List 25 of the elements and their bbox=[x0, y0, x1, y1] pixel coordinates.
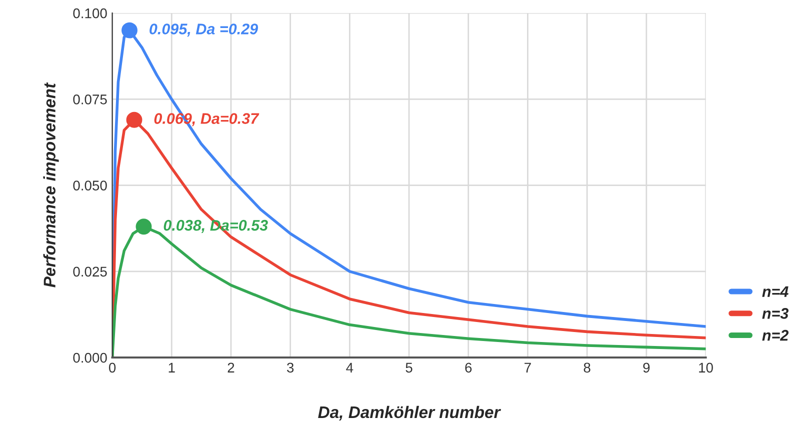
legend-label: n=2 bbox=[762, 330, 789, 341]
x-tick-label: 0 bbox=[108, 362, 116, 373]
point bbox=[126, 112, 142, 128]
x-tick-label: 7 bbox=[524, 362, 531, 372]
y-tick-label: 0.075 bbox=[73, 94, 107, 104]
legend-label: n=4 bbox=[762, 286, 788, 297]
x-tick-label: 2 bbox=[228, 362, 234, 372]
x-axis-title: Da, Damköhler number bbox=[318, 406, 502, 421]
x-tick-label: 1 bbox=[168, 362, 175, 372]
point bbox=[136, 218, 152, 235]
x-tick-label: 4 bbox=[346, 362, 354, 372]
y-tick-label: 0.100 bbox=[73, 8, 107, 18]
x-tick-label: 9 bbox=[643, 362, 650, 373]
y-tick-label: 0.025 bbox=[73, 266, 107, 277]
x-tick-label: 5 bbox=[406, 362, 412, 373]
x-tick-label: 6 bbox=[465, 362, 472, 373]
point bbox=[122, 22, 138, 38]
x-tick-label: 10 bbox=[699, 362, 713, 373]
annotation: 0.095, Da =0.29 bbox=[150, 24, 258, 37]
x-tick-label: 8 bbox=[584, 362, 590, 373]
legend-label: n=3 bbox=[762, 308, 789, 319]
y-axis-title: Performance impovement bbox=[43, 82, 59, 288]
x-tick-label: 3 bbox=[286, 362, 294, 373]
y-tick-label: 0.000 bbox=[73, 352, 107, 363]
y-tick-label: 0.050 bbox=[73, 180, 107, 190]
